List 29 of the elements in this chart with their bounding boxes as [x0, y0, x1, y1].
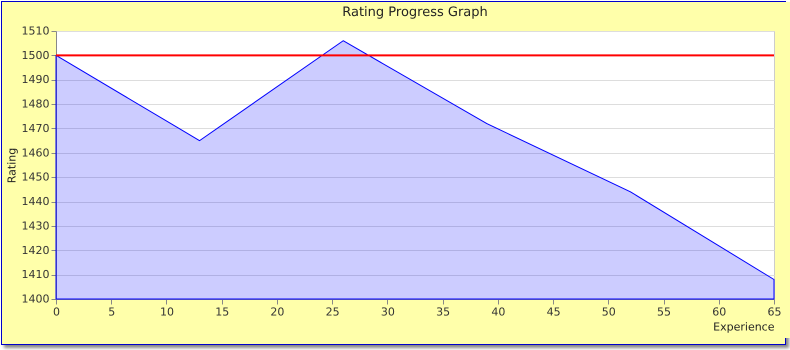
- y-tick-label: 1400: [22, 292, 50, 306]
- x-tick-label: 0: [53, 306, 60, 318]
- x-tick-label: 55: [657, 306, 672, 318]
- y-axis-title: Rating: [6, 148, 19, 184]
- y-tick-label: 1480: [22, 98, 50, 111]
- x-tick-label: 40: [491, 306, 506, 318]
- y-tick-label: 1510: [22, 24, 50, 38]
- x-tick-label: 15: [215, 306, 230, 318]
- y-tick-label: 1410: [22, 268, 50, 282]
- x-axis-title: Experience: [713, 320, 775, 334]
- chart-title: Rating Progress Graph: [342, 5, 488, 20]
- y-tick-label: 1460: [22, 146, 50, 160]
- y-tick-label: 1490: [22, 73, 50, 86]
- y-tick-label: 1500: [22, 48, 50, 62]
- x-tick-label: 50: [602, 306, 616, 318]
- y-tick-label: 1450: [22, 170, 50, 184]
- x-tick-label: 35: [436, 306, 450, 318]
- y-tick-label: 1470: [22, 122, 50, 135]
- x-tick-label: 60: [712, 306, 726, 318]
- x-tick-label: 5: [108, 306, 116, 318]
- x-tick-label: 20: [270, 306, 284, 318]
- x-tick-label: 30: [380, 306, 395, 318]
- x-tick-label: 25: [326, 306, 340, 318]
- x-tick-label: 65: [768, 306, 782, 318]
- y-tick-label: 1440: [22, 195, 50, 208]
- y-tick-label: 1430: [22, 219, 50, 232]
- y-tick-label: 1420: [22, 244, 50, 257]
- x-tick-label: 10: [160, 306, 174, 318]
- x-tick-label: 45: [546, 306, 561, 318]
